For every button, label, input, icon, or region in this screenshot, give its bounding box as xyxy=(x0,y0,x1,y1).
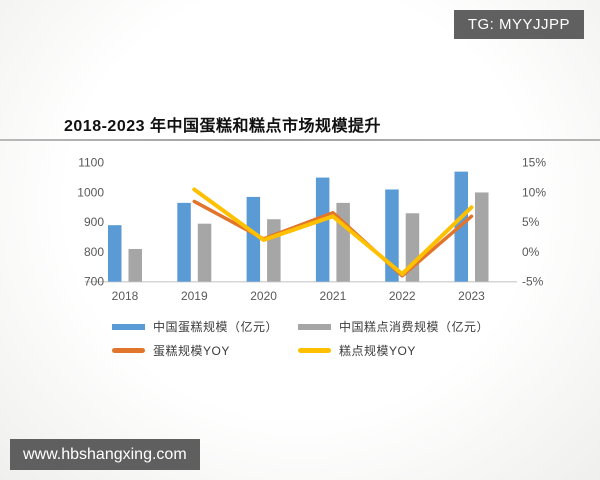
left-axis-tick-label: 1000 xyxy=(77,185,104,199)
bar-pastry-2021 xyxy=(336,202,350,282)
pastry-yoy-line-swatch xyxy=(298,348,331,353)
right-axis-tick-label: 5% xyxy=(522,215,540,229)
left-axis-tick-label: 700 xyxy=(84,275,104,289)
chart-title: 2018-2023 年中国蛋糕和糕点市场规模提升 xyxy=(64,118,381,135)
website-banner: www.hbshangxing.com xyxy=(10,439,200,470)
legend-label: 糕点规模YOY xyxy=(339,344,416,358)
legend-label: 中国蛋糕规模（亿元） xyxy=(153,320,279,334)
right-axis-tick-label: 0% xyxy=(522,245,540,259)
right-axis-tick-label: -5% xyxy=(522,275,544,289)
bar-pastry-2020 xyxy=(267,219,281,282)
bar-cake-2018 xyxy=(108,225,122,282)
right-axis-tick-label: 15% xyxy=(522,156,546,170)
x-axis-category-label: 2023 xyxy=(458,289,485,303)
legend-item-pastry-yoy: 糕点规模YOY xyxy=(298,342,416,359)
x-axis-category-label: 2019 xyxy=(181,289,208,303)
bar-cake-2020 xyxy=(246,196,261,282)
left-axis-tick-label: 800 xyxy=(84,245,104,259)
cake-yoy-line xyxy=(192,199,474,278)
left-axis-tick-label: 1100 xyxy=(78,156,104,170)
x-axis-category-label: 2022 xyxy=(389,289,416,303)
bar-cake-2022 xyxy=(385,189,399,282)
title-divider xyxy=(0,139,600,141)
pastry-yoy-line xyxy=(192,187,474,276)
x-axis-category-label: 2020 xyxy=(250,289,277,303)
legend-item-cake-yoy: 蛋糕规模YOY xyxy=(112,342,230,359)
bar-cake-2021 xyxy=(315,177,330,282)
legend-label: 中国糕点消费规模（亿元） xyxy=(339,320,490,334)
right-axis-tick-label: 10% xyxy=(522,185,546,199)
tg-badge: TG: MYYJJPP xyxy=(453,10,584,39)
cake-bar-swatch xyxy=(112,323,145,330)
bar-pastry-2018 xyxy=(128,248,142,282)
left-axis-tick-label: 900 xyxy=(84,215,104,229)
legend-item-cake-scale: 中国蛋糕规模（亿元） xyxy=(112,318,278,335)
x-axis-category-label: 2018 xyxy=(112,289,139,303)
legend-item-pastry-scale: 中国糕点消费规模（亿元） xyxy=(298,318,489,335)
bar-cake-2019 xyxy=(177,202,191,282)
pastry-bar-swatch xyxy=(298,323,331,330)
x-axis-category-label: 2021 xyxy=(320,289,347,303)
bar-pastry-2019 xyxy=(197,223,212,282)
legend-label: 蛋糕规模YOY xyxy=(153,344,230,358)
bar-pastry-2023 xyxy=(475,192,489,282)
cake-yoy-line-swatch xyxy=(112,348,145,353)
